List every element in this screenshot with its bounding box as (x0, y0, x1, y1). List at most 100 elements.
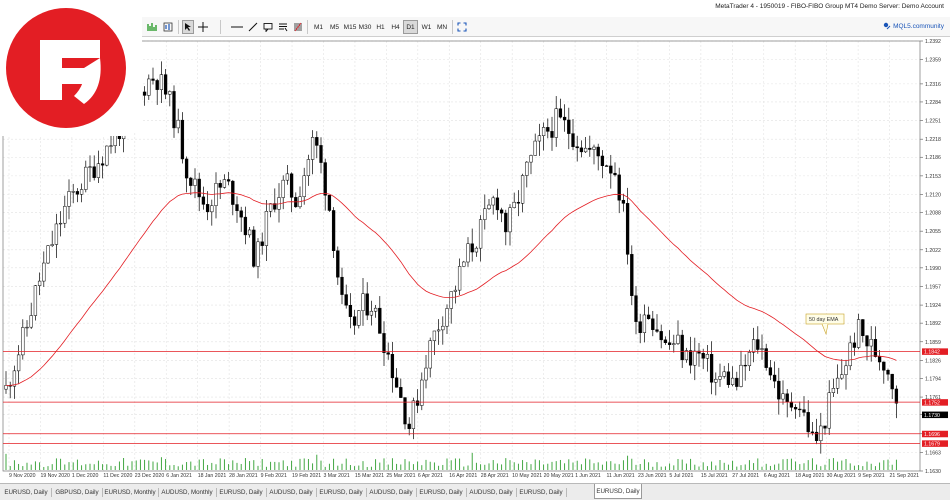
candle-body (827, 392, 831, 429)
timeframe-m15[interactable]: M15 (343, 23, 357, 31)
price-tag-label: 1.1752 (924, 400, 940, 406)
tab-chart-1[interactable]: EURUSD, Daily (4, 489, 48, 496)
fibonacci-icon[interactable] (292, 20, 304, 34)
candle-body (583, 147, 588, 153)
candle-body (4, 385, 8, 390)
price-tick-label: 1.2316 (925, 82, 941, 88)
candle-body (63, 206, 67, 224)
candle-body (634, 295, 638, 322)
timeframe-m1[interactable]: M1 (313, 23, 324, 31)
candle-body (642, 314, 647, 333)
tab-chart-6[interactable]: AUDUSD, Daily (269, 489, 313, 496)
tab-chart-10[interactable]: AUDUSD, Daily (469, 489, 513, 496)
tab-chart-5[interactable]: EURUSD, Daily (219, 489, 263, 496)
tab-chart-7[interactable]: EURUSD, Daily (319, 489, 363, 496)
ema-label-pointer (821, 323, 829, 336)
crosshair-icon[interactable] (197, 20, 209, 34)
tab-chart-12-selected[interactable]: EURUSD, Daily (594, 484, 642, 499)
tab-chart-3[interactable]: EURUSD, Monthly (104, 489, 156, 496)
candle-body (630, 254, 634, 296)
date-tick-label: 28 Apr 2021 (481, 473, 509, 479)
candle-body (382, 333, 386, 353)
timeframe-h1[interactable]: H1 (376, 23, 385, 31)
price-tick-label: 1.1826 (925, 358, 941, 364)
timeframe-mn[interactable]: MN (436, 23, 448, 31)
timeframe-m30[interactable]: M30 (358, 23, 372, 31)
horizontal-line-icon[interactable] (230, 20, 244, 34)
chart-bar-icon[interactable] (146, 20, 158, 34)
mql5-community-link[interactable]: MQL5.community (883, 22, 944, 30)
candle-body (331, 210, 336, 251)
tab-chart-8[interactable]: AUDUSD, Daily (369, 489, 413, 496)
date-tick-label: 30 Aug 2021 (827, 473, 856, 479)
candle-body (705, 354, 710, 359)
candle-body (176, 119, 180, 129)
timeframe-h4[interactable]: H4 (391, 23, 400, 31)
candle-body (180, 119, 185, 160)
candle-body (617, 174, 621, 201)
candle-body (67, 191, 71, 207)
tab-chart-4[interactable]: AUDUSD, Monthly (161, 489, 213, 496)
candle-body (247, 229, 252, 236)
candle-body (777, 380, 781, 400)
date-tick-label: 23 Jun 2021 (638, 473, 667, 479)
candle-body (466, 243, 470, 263)
timeframe-m5[interactable]: M5 (329, 23, 340, 31)
candle-body (390, 354, 395, 379)
price-tick-label: 1.2251 (925, 119, 941, 125)
timeframe-d1[interactable]: D1 (403, 20, 418, 34)
candle-body (835, 377, 840, 389)
candle-body (861, 319, 865, 336)
candle-body (693, 350, 697, 366)
candle-body (760, 348, 764, 350)
ema-label: 50 day EMA (809, 317, 839, 323)
candle-body (54, 223, 59, 245)
text-label-icon[interactable] (262, 20, 274, 34)
chart-area-icon[interactable] (162, 20, 174, 34)
candle-body (533, 140, 537, 156)
candle-body (571, 133, 575, 147)
trendline-icon[interactable] (247, 20, 259, 34)
candle-body (651, 318, 655, 330)
date-tick-label: 21 Sep 2021 (890, 473, 920, 479)
tab-chart-11[interactable]: EURUSD, Daily (519, 489, 563, 496)
candle-body (751, 339, 756, 353)
candle-body (638, 321, 642, 333)
price-tick-label: 1.2284 (925, 100, 941, 106)
candle-body (239, 210, 243, 218)
candle-body (394, 377, 399, 388)
fullscreen-icon[interactable] (456, 20, 468, 34)
candle-body (856, 319, 861, 348)
candle-body (33, 285, 38, 316)
tab-chart-9[interactable]: EURUSD, Daily (419, 489, 463, 496)
candle-body (184, 158, 189, 179)
chart-tabs: EURUSD, Daily GBPUSD, Daily EURUSD, Mont… (0, 483, 950, 500)
date-tick-label: 1 Dec 2020 (72, 473, 99, 479)
candle-body (445, 308, 449, 327)
price-tick-label: 1.1924 (925, 303, 941, 309)
candle-body (42, 262, 46, 282)
text-icon[interactable] (277, 20, 289, 34)
candle-body (495, 197, 500, 211)
candle-body (852, 342, 857, 348)
candle-body (344, 294, 348, 306)
candle-body (508, 207, 512, 233)
candle-body (365, 293, 369, 316)
date-tick-label: 15 Mar 2021 (355, 473, 384, 479)
price-chart[interactable]: 9 Nov 2020 19 Nov 2020 1 Dec 2020 11 Dec 20… (0, 37, 950, 483)
candle-body (714, 378, 718, 383)
date-tick-label: 11 Dec 2020 (103, 473, 132, 479)
candle-body (189, 177, 193, 186)
candle-body (504, 212, 508, 233)
candle-body (789, 401, 794, 408)
candle-body (273, 203, 277, 210)
candle-body (848, 342, 852, 367)
candle-body (483, 208, 487, 220)
candle-body (785, 393, 789, 403)
timeframe-w1[interactable]: W1 (421, 23, 432, 31)
date-tick-label: 25 Mar 2021 (386, 473, 415, 479)
candle-body (882, 361, 886, 371)
cursor-icon[interactable] (182, 20, 194, 34)
tab-chart-2[interactable]: GBPUSD, Daily (55, 489, 99, 496)
price-tick-label: 1.1990 (925, 266, 941, 272)
